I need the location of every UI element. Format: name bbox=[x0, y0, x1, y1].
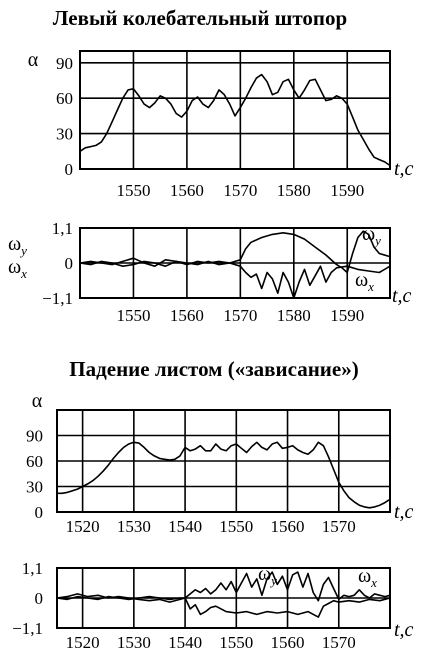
x-tick-label: 1590 bbox=[330, 181, 364, 200]
chart-panel-2: 1550 1560 1570 1580 1590 1,1 0 −1,1 t,c bbox=[42, 219, 411, 325]
x-tick-label: 1580 bbox=[277, 306, 311, 325]
x-tick-label: 1550 bbox=[116, 181, 150, 200]
x-tick-label: 1550 bbox=[219, 633, 253, 652]
x-tick-label: 1530 bbox=[117, 633, 151, 652]
series-line bbox=[57, 441, 391, 509]
y-tick-label: 0 bbox=[35, 503, 44, 522]
legend-omega-x: ωx bbox=[355, 269, 374, 294]
legend-omega-y: ωy bbox=[362, 223, 381, 248]
chart-panel-1: 1550 1560 1570 1580 1590 90 60 30 0 Левый колебат… bbox=[28, 6, 414, 200]
y-axis-label: α bbox=[32, 390, 43, 412]
chart-title: Левый колебательный штопор bbox=[53, 6, 347, 30]
x-tick-label: 1570 bbox=[322, 633, 356, 652]
x-tick-label: 1520 bbox=[66, 517, 100, 536]
x-tick-label: 1550 bbox=[219, 517, 253, 536]
x-tick-label: 1540 bbox=[168, 517, 202, 536]
x-tick-label: 1550 bbox=[116, 306, 150, 325]
series-line-omega-x bbox=[56, 595, 391, 618]
y-axis-label: α bbox=[28, 49, 39, 71]
x-tick-label: 1540 bbox=[168, 633, 202, 652]
x-tick-label: 1570 bbox=[322, 517, 356, 536]
y-tick-label: 60 bbox=[56, 89, 73, 108]
chart-title: Падение листом («зависание») bbox=[69, 357, 358, 381]
series-line-omega-x bbox=[79, 260, 391, 299]
x-tick-label: 1530 bbox=[117, 517, 151, 536]
series-line bbox=[79, 73, 391, 167]
x-axis-label: t,c bbox=[394, 158, 414, 180]
x-axis-label: t,c bbox=[394, 619, 414, 641]
y-tick-label: 30 bbox=[26, 478, 43, 497]
x-tick-label: 1570 bbox=[223, 181, 257, 200]
y-tick-label: 60 bbox=[26, 452, 43, 471]
y-tick-label: 90 bbox=[26, 427, 43, 446]
y-tick-label: 0 bbox=[65, 160, 74, 179]
legend-omega-y: ωy bbox=[258, 563, 277, 588]
x-axis-label: t,c bbox=[394, 501, 414, 523]
x-axis-label: t,c bbox=[392, 285, 412, 307]
x-tick-label: 1560 bbox=[170, 306, 204, 325]
legend-omega-x: ωx bbox=[358, 565, 377, 590]
chart-panel-3: 1520 1530 1540 1550 1560 1570 90 60 30 0 Падение л… bbox=[26, 357, 414, 536]
x-tick-label: 1560 bbox=[271, 517, 305, 536]
x-tick-label: 1520 bbox=[66, 633, 100, 652]
x-tick-label: 1580 bbox=[277, 181, 311, 200]
y-tick-label: 0 bbox=[35, 589, 44, 608]
y-axis-label-omega-y: ωy bbox=[8, 233, 27, 258]
series-line-omega-y bbox=[79, 230, 391, 274]
y-tick-label: −1,1 bbox=[42, 289, 73, 308]
x-tick-label: 1560 bbox=[271, 633, 305, 652]
x-tick-label: 1560 bbox=[170, 181, 204, 200]
series-line-omega-y bbox=[56, 571, 391, 603]
y-tick-label: −1,1 bbox=[12, 619, 43, 638]
y-tick-label: 0 bbox=[65, 254, 74, 273]
x-tick-label: 1570 bbox=[223, 306, 257, 325]
x-tick-label: 1590 bbox=[330, 306, 364, 325]
y-axis-label-omega-x: ωx bbox=[8, 256, 27, 281]
chart-panel-4: 1520 1530 1540 1550 1560 1570 1,1 0 −1,1 t,c bbox=[12, 559, 413, 652]
y-tick-label: 30 bbox=[56, 125, 73, 144]
y-tick-label: 1,1 bbox=[22, 559, 43, 578]
plot-frame bbox=[79, 50, 391, 170]
y-tick-label: 1,1 bbox=[52, 219, 73, 238]
y-tick-label: 90 bbox=[56, 54, 73, 73]
